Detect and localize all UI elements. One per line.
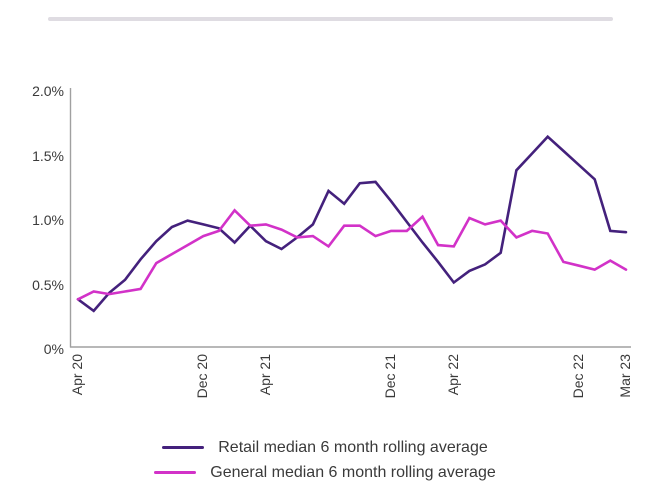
legend-label-retail: Retail median 6 month rolling average: [218, 438, 488, 456]
general-series-line: [76, 208, 628, 301]
line-chart-svg: [69, 88, 631, 348]
x-axis-tick-label: Dec 22: [570, 354, 586, 399]
y-axis-tick-label: 0.5%: [32, 277, 64, 293]
x-axis-tick-label: Apr 21: [257, 354, 273, 396]
x-axis-tick-label: Mar 23: [617, 354, 633, 398]
x-axis-tick-label: Dec 20: [194, 354, 210, 399]
top-divider-rule: [48, 17, 613, 21]
legend-swatch-retail: [162, 446, 205, 449]
y-axis-tick-label: 1.5%: [32, 148, 64, 164]
x-axis-tick-label: Apr 22: [445, 354, 461, 396]
legend-entry-general: General median 6 month rolling average: [0, 460, 650, 485]
legend-label-general: General median 6 month rolling average: [210, 463, 496, 481]
y-axis-tick-label: 2.0%: [32, 83, 64, 99]
legend-entry-retail: Retail median 6 month rolling average: [0, 435, 650, 460]
y-axis-tick-label: 1.0%: [32, 212, 64, 228]
x-axis-tick-label: Apr 20: [69, 354, 85, 396]
y-axis-tick-label: 0%: [43, 341, 64, 357]
retail-series-line: [76, 134, 628, 313]
chart: 0% 0.5% 1.0% 1.5% 2.0% Apr 20 Dec 20 Apr…: [32, 83, 633, 399]
legend: Retail median 6 month rolling average Ge…: [0, 435, 650, 485]
x-axis-tick-label: Dec 21: [382, 354, 398, 399]
legend-swatch-general: [154, 471, 197, 474]
